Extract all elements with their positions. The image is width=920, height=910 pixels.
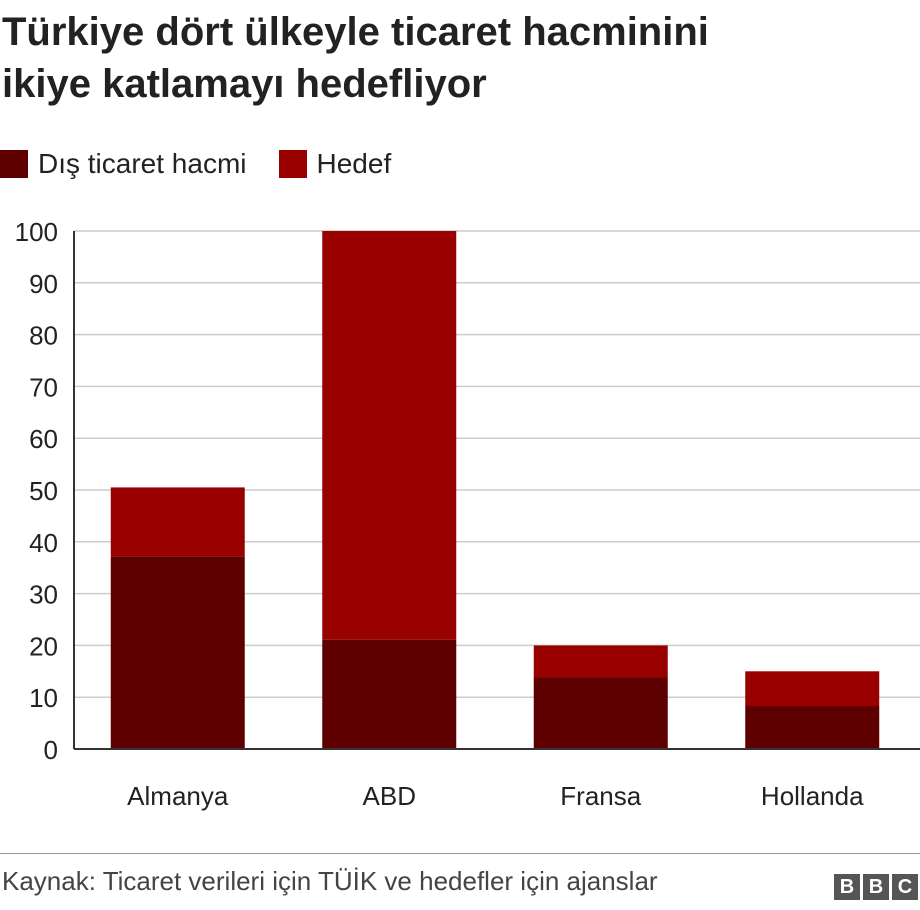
bar-segment	[110, 487, 245, 557]
bbc-logo-letter: C	[892, 874, 918, 900]
bar-segment	[110, 556, 245, 749]
bar-chart: 0 10 20 30 40 50 60 70 80 90 100 Almanya ABD Fransa Ho…	[15, 217, 920, 811]
x-tick-label: ABD	[363, 781, 416, 811]
y-tick-label: 50	[29, 476, 58, 506]
bar-segment	[533, 645, 668, 678]
y-tick-label: 90	[29, 269, 58, 299]
bar-segment	[322, 639, 457, 749]
title-line-2: ikiye katlamayı hedefliyor	[2, 62, 487, 106]
y-tick-label: 10	[29, 683, 58, 713]
legend-label-dis-ticaret: Dış ticaret hacmi	[38, 148, 247, 179]
y-tick-label: 0	[44, 735, 58, 765]
legend-item-hedef: Hedef	[278, 148, 392, 180]
legend-swatch-dis-ticaret	[0, 150, 28, 178]
y-tick-label: 30	[29, 580, 58, 610]
y-tick-label: 80	[29, 321, 58, 351]
footer-divider	[0, 853, 920, 854]
bbc-logo: B B C	[831, 874, 918, 900]
y-tick-label: 40	[29, 528, 58, 558]
x-tick-label: Almanya	[127, 781, 229, 811]
y-tick-label: 70	[29, 372, 58, 402]
bar-segment	[745, 706, 880, 749]
legend-label-hedef: Hedef	[316, 148, 392, 179]
bbc-logo-letter: B	[863, 874, 889, 900]
x-tick-label: Fransa	[560, 781, 641, 811]
y-tick-label: 100	[15, 217, 58, 247]
x-tick-label: Hollanda	[761, 781, 864, 811]
y-tick-label: 20	[29, 631, 58, 661]
legend-swatch-hedef	[278, 150, 307, 178]
chart-title: Türkiye dört ülkeyle ticaret hacminini i…	[2, 6, 902, 110]
title-line-1: Türkiye dört ülkeyle ticaret hacminini	[2, 10, 709, 54]
legend: Dış ticaret hacmi Hedef	[0, 144, 423, 184]
bar-segment	[533, 677, 668, 749]
bbc-logo-letter: B	[834, 874, 860, 900]
y-tick-label: 60	[29, 424, 58, 454]
bar-segment	[322, 231, 457, 640]
source-note: Kaynak: Ticaret verileri için TÜİK ve he…	[2, 866, 658, 896]
legend-item-dis-ticaret: Dış ticaret hacmi	[0, 148, 247, 180]
bar-segment	[745, 671, 880, 707]
